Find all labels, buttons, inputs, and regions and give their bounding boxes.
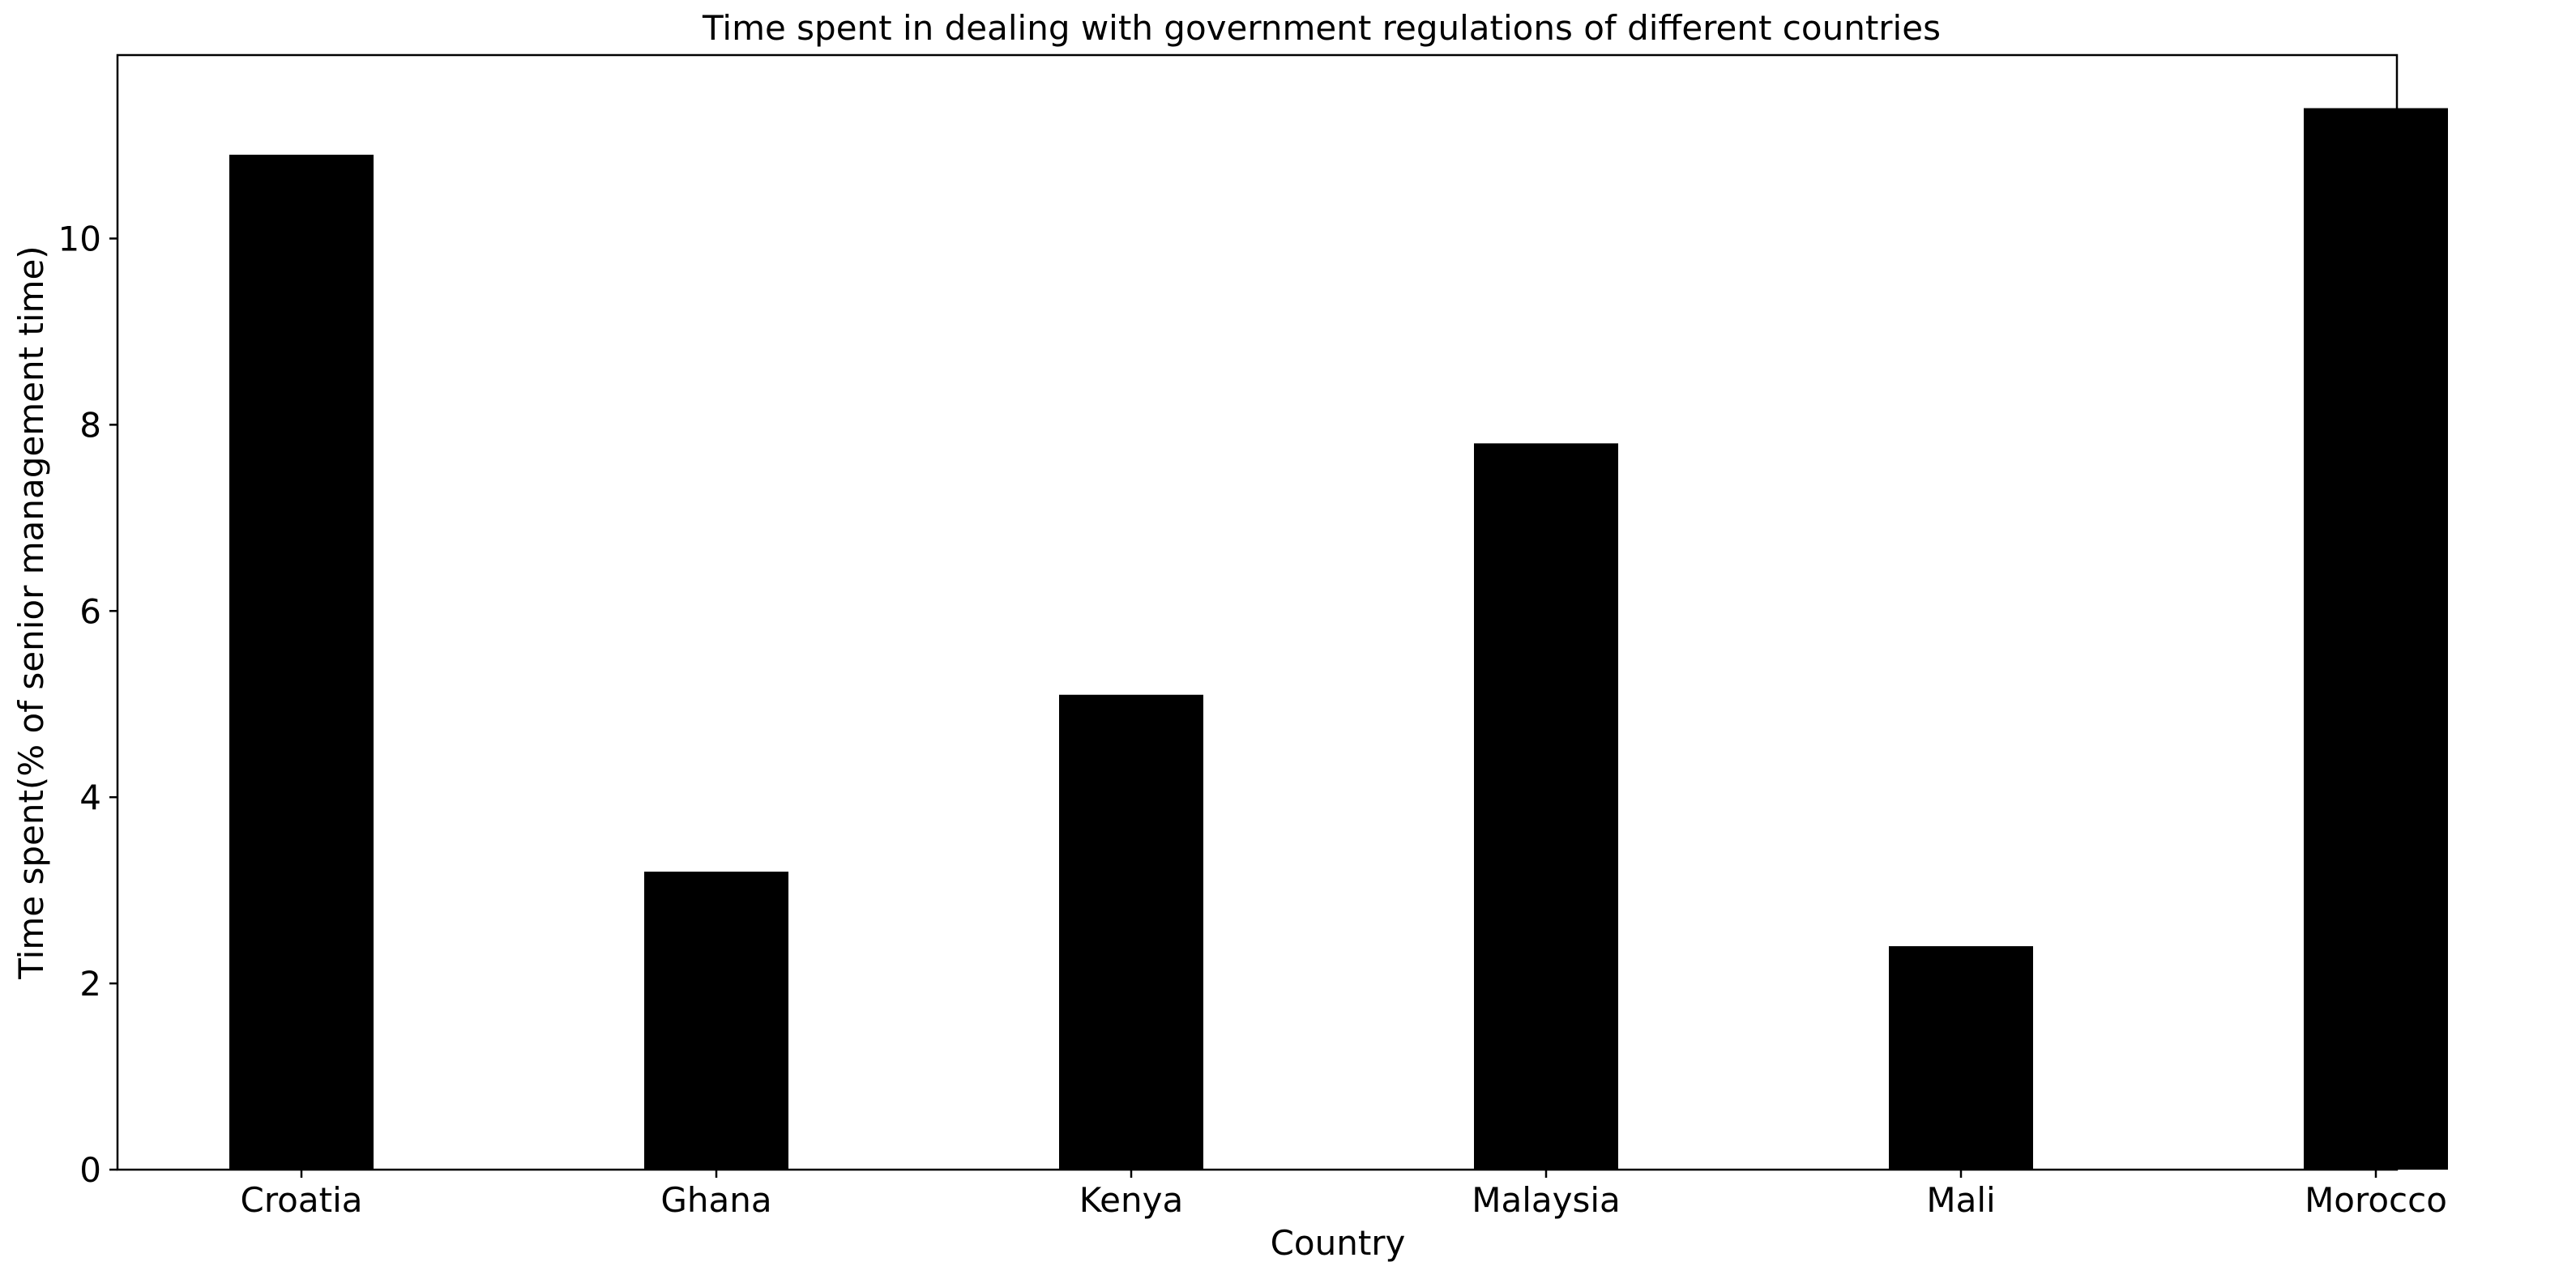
y-tick-label: 2 (79, 964, 101, 1004)
plot-frame (116, 53, 2399, 1171)
x-tick-label: Kenya (1079, 1180, 1184, 1220)
x-tick-label: Mali (1926, 1180, 1995, 1220)
x-axis-label: Country (1271, 1223, 1406, 1263)
y-tick-label: 8 (79, 405, 101, 445)
bar-croatia (229, 155, 374, 1170)
y-tick-label: 6 (79, 591, 101, 631)
x-tick-label: Malaysia (1472, 1180, 1621, 1220)
chart-title: Time spent in dealing with government re… (702, 8, 1941, 48)
bar-malaysia (1474, 443, 1618, 1170)
bar-mali (1889, 946, 2033, 1170)
x-tick-label: Morocco (2305, 1180, 2447, 1220)
y-axis-label: Time spent(% of senior management time) (11, 245, 51, 979)
bar-ghana (644, 872, 788, 1170)
y-tick-label: 10 (58, 219, 101, 258)
bar-kenya (1059, 694, 1203, 1170)
bars-layer (229, 108, 2448, 1170)
x-tick-label: Croatia (241, 1180, 363, 1220)
y-tick-label: 0 (79, 1150, 101, 1190)
bar-morocco (2304, 108, 2448, 1170)
y-axis: 0 2 4 6 8 10 (58, 219, 117, 1190)
x-tick-label: Ghana (660, 1180, 771, 1220)
y-tick-label: 4 (79, 778, 101, 817)
x-axis: Croatia Ghana Kenya Malaysia Mali Morocco (241, 1170, 2447, 1220)
